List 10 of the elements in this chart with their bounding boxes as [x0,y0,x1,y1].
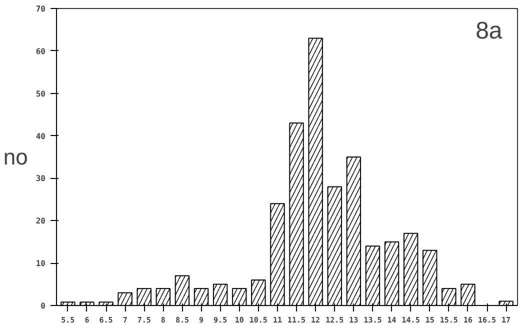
y-tick-label: 70 [36,4,46,14]
y-tick-label: 50 [36,89,46,98]
y-tick-label: 40 [36,132,46,141]
y-axis-title: no [3,144,28,170]
annotation: 8a [476,17,503,44]
y-tick-label: 30 [36,174,46,184]
y-tick-label: 0 [40,302,46,310]
y-tick-label: 20 [36,216,46,226]
y-tick-label: 10 [36,259,46,268]
y-tick-label: 60 [36,46,46,56]
